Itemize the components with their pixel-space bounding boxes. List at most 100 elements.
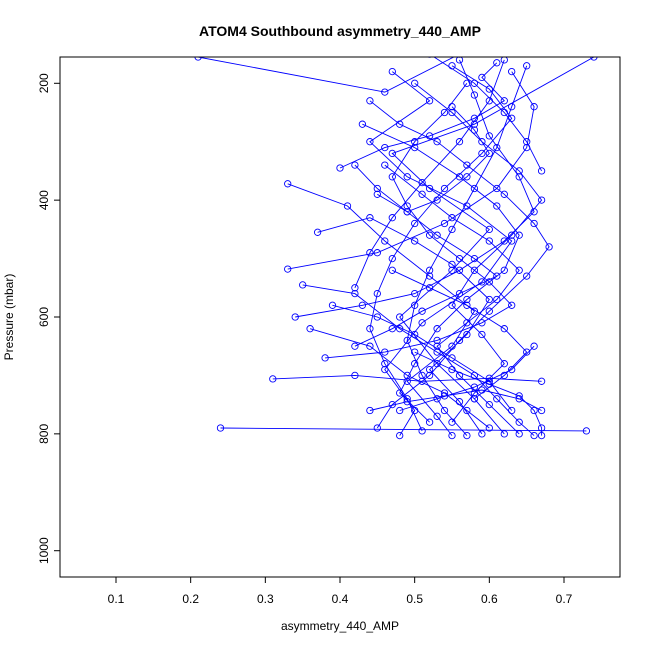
data-point [463,79,471,87]
data-point [351,161,359,169]
data-point [500,430,508,438]
data-point [508,365,516,374]
data-point [381,348,389,356]
data-point [411,219,419,228]
data-point [500,371,508,380]
profile-line [414,82,543,423]
data-point [373,249,381,257]
data-point [381,237,389,245]
data-point [515,231,523,239]
data-point [508,67,516,76]
data-point [388,254,396,263]
data-point [478,73,486,82]
data-point [470,307,479,315]
x-tick-label: 0.1 [108,592,125,606]
data-point [433,395,441,403]
data-point [381,161,389,169]
data-point [470,254,479,263]
data-point [463,161,471,169]
profile-line [354,164,498,347]
data-point [508,103,516,111]
data-point [351,284,359,292]
profile-line [325,83,513,359]
data-point [373,313,381,321]
data-point [485,295,493,304]
data-point [485,400,493,409]
data-point [425,266,434,274]
data-point [470,266,479,274]
chart-title: ATOM4 Southbound asymmetry_440_AMP [199,23,481,39]
data-point [485,278,493,286]
data-point [537,196,546,204]
data-point [500,325,508,333]
profile-line [369,71,513,436]
data-point [485,149,493,158]
data-point [463,295,471,304]
data-point [381,88,389,96]
data-point [590,57,598,61]
data-point [403,202,411,210]
profile-line [384,164,520,435]
data-point [470,91,479,99]
data-point [523,348,531,356]
profile-line [406,65,528,436]
data-point [418,371,426,380]
data-point [418,427,426,435]
data-point [485,424,493,432]
profile-line [198,57,455,93]
data-point [470,184,479,193]
y-tick-label: 200 [37,73,51,93]
data-point [500,360,508,368]
data-point [366,249,374,257]
data-point [418,319,426,327]
data-point [500,97,508,105]
data-point [508,301,516,309]
data-point [537,377,546,385]
data-point [396,406,404,415]
data-point [440,406,449,415]
data-point [463,431,471,440]
data-point [366,325,374,333]
data-point [440,108,449,117]
data-point [448,431,456,440]
data-point [515,266,523,274]
data-point [478,330,486,339]
data-point [396,120,404,128]
data-point [463,301,471,309]
data-point [530,219,538,228]
data-point [411,348,419,356]
data-point [455,173,464,181]
y-axis-label: Pressure (mbar) [2,274,16,361]
x-tick-label: 0.2 [182,592,199,606]
data-point [418,307,426,315]
data-point [411,237,419,245]
data-point [366,214,374,222]
x-tick-label: 0.6 [481,592,498,606]
data-point [343,202,352,210]
data-point [448,260,456,269]
profile-line [302,284,535,436]
data-point [388,325,396,333]
data-point [537,406,546,415]
profile-line [220,427,587,432]
data-point [455,254,464,263]
data-point [433,412,441,420]
data-point [411,79,419,87]
data-point [440,392,449,400]
data-point [515,167,523,175]
data-point [381,365,389,374]
data-point [366,97,374,105]
data-point [478,138,486,146]
data-point [448,214,456,222]
profile-line [309,328,490,429]
profile-line [414,351,543,436]
data-point [388,266,396,274]
y-tick-label: 1000 [37,537,51,564]
data-point [500,108,508,117]
data-point [411,360,419,368]
data-point [515,392,523,400]
data-point [411,138,419,146]
data-point [523,272,531,280]
data-point [194,57,202,61]
